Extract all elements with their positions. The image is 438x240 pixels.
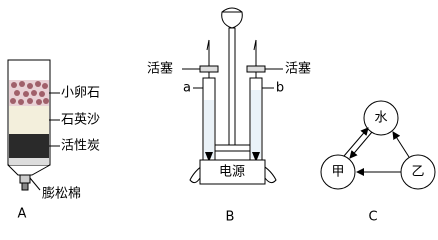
panel-label: C [368, 210, 377, 225]
tube-label: a [183, 81, 191, 96]
node-label: 水 [374, 111, 387, 126]
layer-label: 活性炭 [61, 139, 100, 154]
filter-apparatus [7, 59, 60, 191]
valve-label: 活塞 [285, 61, 311, 77]
panel-label: B [226, 210, 235, 225]
layer-label: 膨松棉 [42, 187, 81, 202]
power-label: 电源 [219, 165, 245, 180]
cycle-diagram [320, 100, 436, 190]
figure: 小卵石 石英沙 活性炭 膨松棉 A 活塞 活塞 a b 电源 B [7, 7, 436, 225]
layer-label: 石英沙 [61, 113, 100, 128]
layer-label: 小卵石 [61, 86, 100, 101]
panel-label: A [18, 207, 27, 222]
node-label: 乙 [411, 165, 424, 180]
node-label: 甲 [331, 165, 344, 180]
tube-label: b [276, 81, 284, 96]
electrolysis-apparatus [182, 7, 283, 185]
valve-label: 活塞 [147, 61, 173, 77]
